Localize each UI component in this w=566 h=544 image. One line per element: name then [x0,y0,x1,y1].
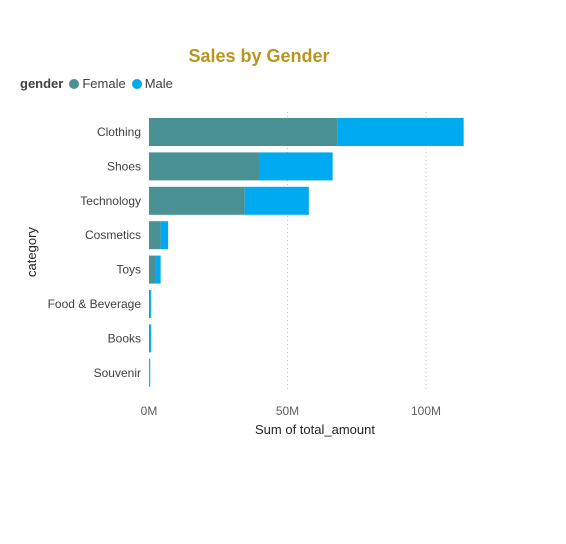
x-tick-label: 0M [141,404,158,418]
category-label: Technology [80,194,141,208]
bar-female-books[interactable] [149,324,151,353]
bar-female-food-beverage[interactable] [149,290,151,318]
bar-male-toys[interactable] [155,255,161,284]
chart-title: Sales by Gender [188,46,330,66]
bar-female-toys[interactable] [149,255,156,284]
bar-female-technology[interactable] [149,186,245,215]
category-label: Shoes [107,159,141,173]
legend-label-female: Female [82,76,126,91]
legend-swatch-male [131,78,142,89]
category-label: Food & Beverage [48,297,142,311]
legend-title: gender [20,76,64,91]
x-tick-label: 100M [411,404,441,418]
bar-male-cosmetics[interactable] [160,221,169,250]
x-tick-labels: 0M 50M 100M [141,404,441,418]
category-label: Clothing [97,125,141,139]
x-axis-title: Sum of total_amount [255,422,375,437]
bar-female-clothing[interactable] [149,118,338,146]
legend-label-male: Male [144,76,173,91]
legend-item-female[interactable]: Female [69,76,126,91]
category-label: Souvenir [94,366,141,380]
legend-item-male[interactable]: Male [131,76,173,91]
category-labels: Clothing Shoes Technology Cosmetics Toys Food… [48,125,142,380]
bar-male-technology[interactable] [244,186,309,215]
bar-male-shoes[interactable] [258,152,333,181]
bars [149,118,464,387]
category-label: Toys [116,263,141,277]
bar-male-books[interactable] [150,324,152,353]
x-tick-label: 50M [276,404,299,418]
y-axis-title: category [24,227,39,277]
bar-female-cosmetics[interactable] [149,221,161,250]
gridlines [287,112,427,392]
bar-female-shoes[interactable] [149,152,259,181]
legend: gender Female Male [20,76,179,91]
bar-male-food-beverage[interactable] [150,290,152,318]
category-label: Cosmetics [85,228,141,242]
bar-male-clothing[interactable] [337,118,464,146]
legend-swatch-female [69,78,80,89]
bar-female-souvenir[interactable] [149,358,150,387]
category-label: Books [108,331,141,345]
bar-male-souvenir[interactable] [149,358,151,387]
